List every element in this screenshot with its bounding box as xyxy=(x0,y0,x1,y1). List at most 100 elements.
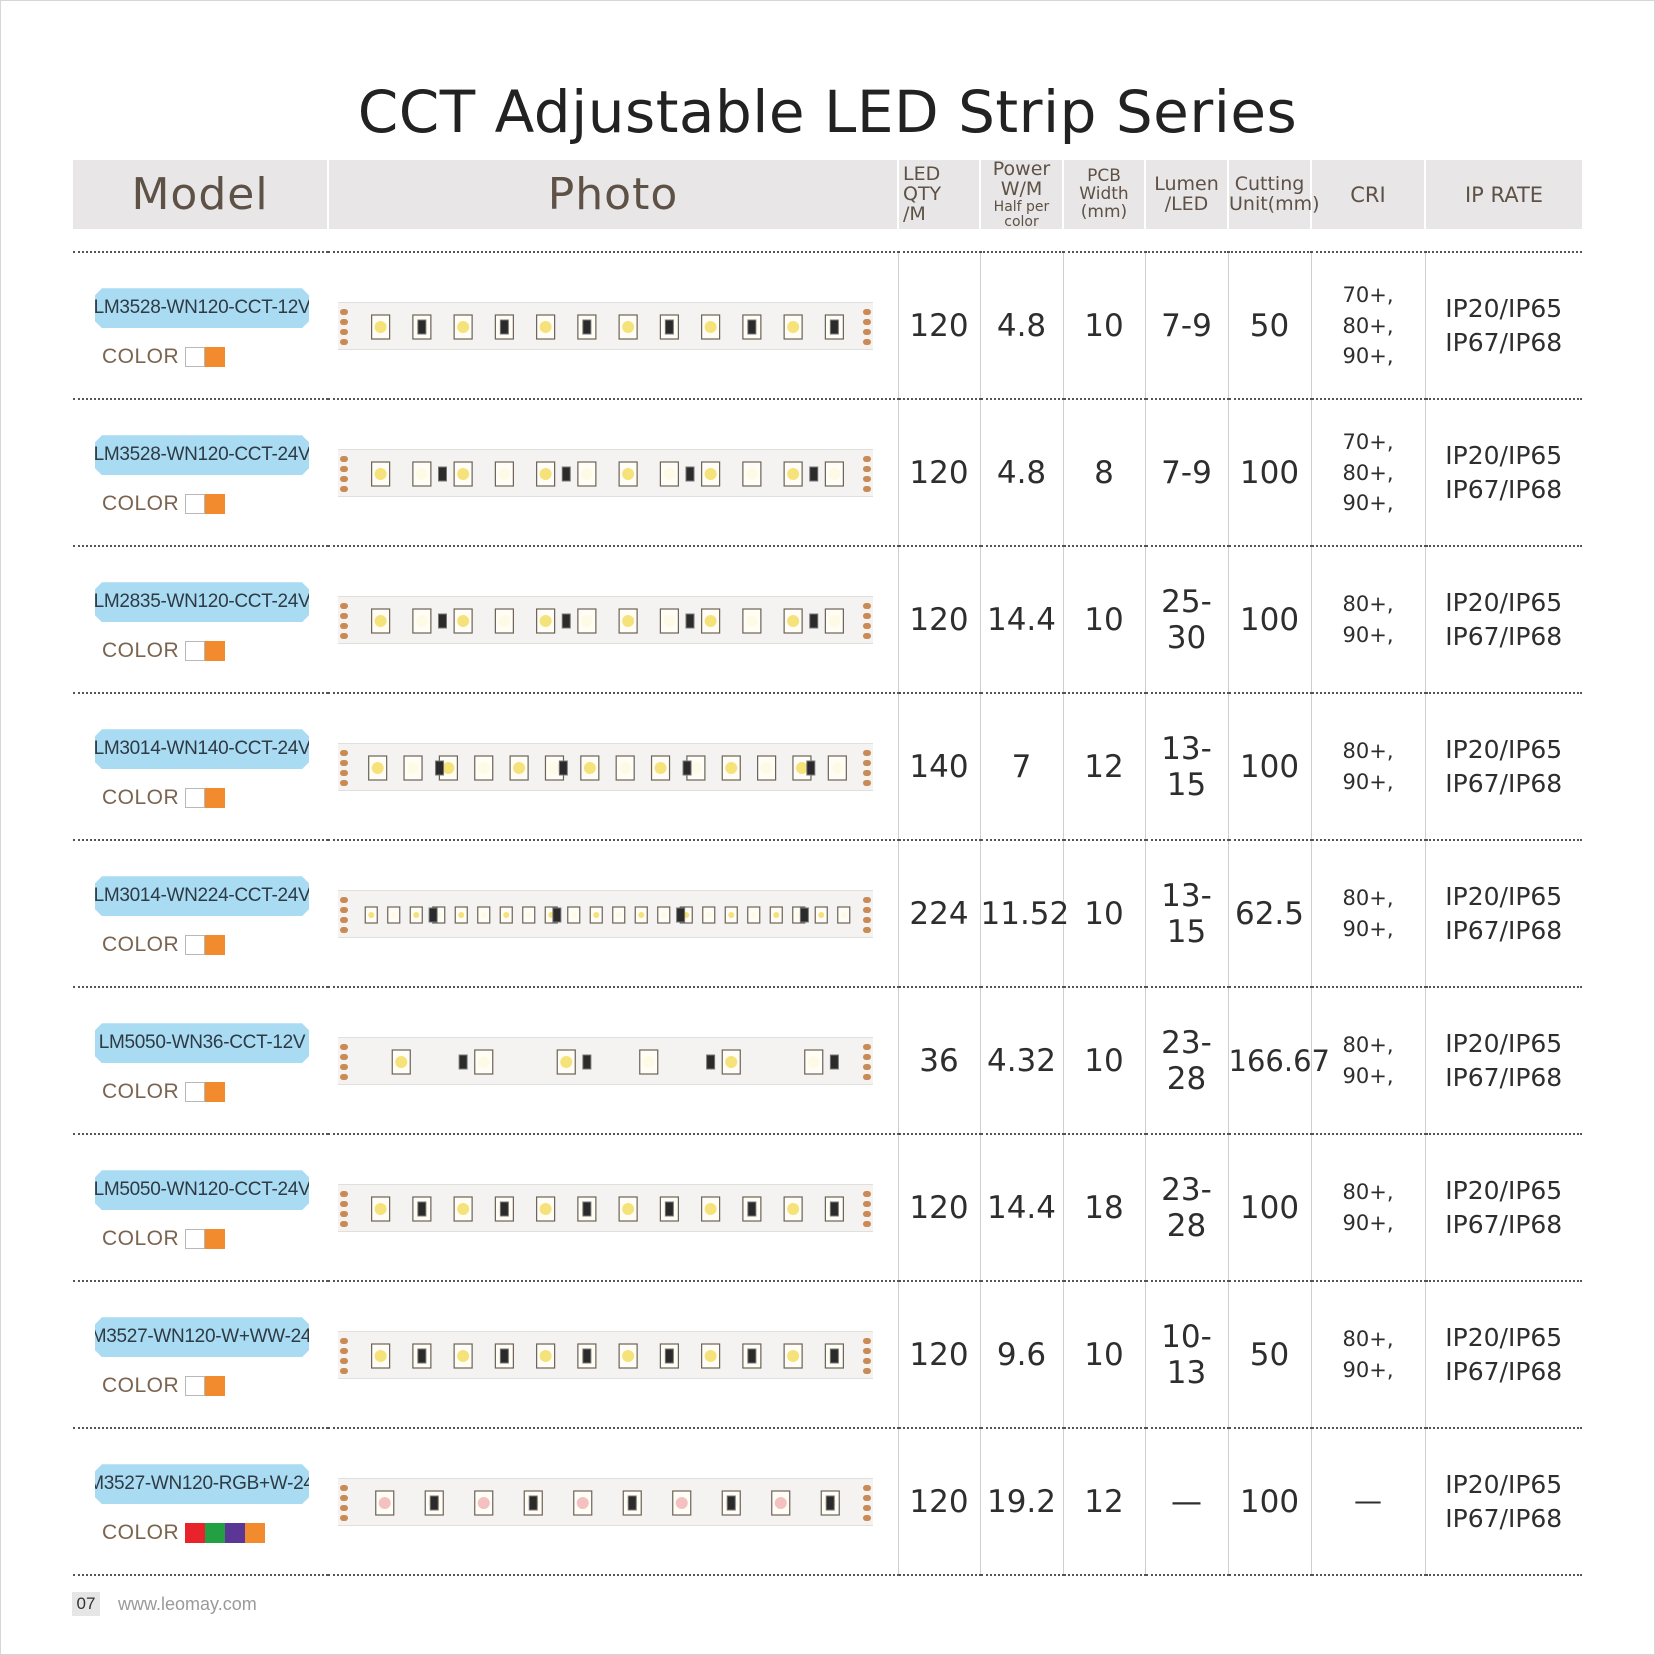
led-qty-value: 140 xyxy=(897,693,980,842)
led-strip-photo xyxy=(338,1037,873,1086)
ip-rate-line: IP67/IP68 xyxy=(1445,1062,1563,1092)
color-swatch xyxy=(205,788,226,809)
led-strip-photo xyxy=(338,302,873,351)
power-value: 4.32 xyxy=(979,987,1063,1136)
header-cri: CRI xyxy=(1311,160,1426,230)
cri-line: 90+, xyxy=(1342,622,1394,647)
header-lumen: Lumen/LED xyxy=(1145,160,1229,230)
header-model: Model xyxy=(73,160,329,230)
color-swatch xyxy=(185,347,206,368)
color-swatch xyxy=(185,1376,206,1397)
led-qty-value: 120 xyxy=(897,1134,980,1283)
color-swatch xyxy=(185,1229,206,1250)
model-tag: LM5050-WN120-CCT-24V xyxy=(95,1170,309,1211)
pcb-width-value: 10 xyxy=(1062,1281,1145,1430)
cri-value: 80+, 90+, xyxy=(1310,1134,1425,1283)
model-cell: LM3527-WN120-RGB+W-24V COLOR xyxy=(73,1428,328,1577)
led-strip-photo xyxy=(338,890,873,939)
cri-line: — xyxy=(1354,1484,1382,1518)
cri-value: 80+, 90+, xyxy=(1310,1281,1425,1430)
led-qty-value: 36 xyxy=(897,987,980,1136)
led-strip-photo xyxy=(338,1478,873,1527)
color-swatch xyxy=(185,935,206,956)
model-tag: LM3527-WN120-W+WW-24V xyxy=(95,1317,309,1358)
photo-cell xyxy=(328,1134,898,1283)
model-tag: LM3014-WN140-CCT-24V xyxy=(95,729,309,770)
cri-line: 90+, xyxy=(1342,1063,1394,1088)
ip-rate-value: IP20/IP65 IP67/IP68 xyxy=(1424,252,1582,401)
cri-line: 90+, xyxy=(1342,1210,1394,1235)
model-tag: LM5050-WN36-CCT-12V xyxy=(95,1023,309,1064)
cri-line: 70+, xyxy=(1342,430,1394,455)
power-value: 4.8 xyxy=(979,399,1063,548)
lumen-value: 25-30 xyxy=(1144,546,1228,695)
ip-rate-line: IP67/IP68 xyxy=(1445,1356,1563,1386)
led-qty-value: 224 xyxy=(897,840,980,989)
model-cell: LM3014-WN140-CCT-24V COLOR xyxy=(73,693,328,842)
ip-rate-line: IP20/IP65 xyxy=(1445,1029,1563,1058)
color-label: COLOR xyxy=(102,345,180,369)
model-tag: LM3528-WN120-CCT-24V xyxy=(95,435,309,476)
model-cell: LM3014-WN224-CCT-24V COLOR xyxy=(73,840,328,989)
photo-cell xyxy=(328,252,898,401)
photo-cell xyxy=(328,840,898,989)
model-tag: LM3528-WN120-CCT-12V xyxy=(95,288,309,329)
ip-rate-line: IP67/IP68 xyxy=(1445,915,1563,945)
table-row: LM5050-WN36-CCT-12V COLOR 36 4.32 10 23-28 166… xyxy=(73,987,1582,1136)
led-strip-photo xyxy=(338,743,873,792)
ip-rate-value: IP20/IP65 IP67/IP68 xyxy=(1424,693,1582,842)
color-swatch xyxy=(185,641,206,662)
pcb-width-value: 10 xyxy=(1062,252,1145,401)
color-options: COLOR xyxy=(102,786,226,810)
header-power: Power W/M Half per color xyxy=(980,159,1064,230)
table-row: LM3527-WN120-W+WW-24V COLOR 120 9.6 10 10-13 5… xyxy=(73,1281,1582,1430)
cutting-unit-value: 100 xyxy=(1227,399,1311,548)
ip-rate-line: IP67/IP68 xyxy=(1445,1503,1563,1533)
ip-rate-line: IP20/IP65 xyxy=(1445,294,1563,323)
color-options: COLOR xyxy=(102,933,226,957)
cri-line: 80+, xyxy=(1342,739,1394,764)
pcb-width-value: 10 xyxy=(1062,987,1145,1136)
cutting-unit-value: 62.5 xyxy=(1227,840,1311,989)
ip-rate-value: IP20/IP65 IP67/IP68 xyxy=(1424,399,1582,548)
color-swatch xyxy=(205,1229,226,1250)
photo-cell xyxy=(328,987,898,1136)
color-swatch xyxy=(205,935,226,956)
photo-cell xyxy=(328,1281,898,1430)
power-value: 14.4 xyxy=(979,546,1063,695)
lumen-value: 23-28 xyxy=(1144,1134,1228,1283)
color-options: COLOR xyxy=(102,639,226,663)
ip-rate-line: IP67/IP68 xyxy=(1445,621,1563,651)
model-cell: LM5050-WN36-CCT-12V COLOR xyxy=(73,987,328,1136)
lumen-value: 13-15 xyxy=(1144,840,1228,989)
lumen-value: 13-15 xyxy=(1144,693,1228,842)
ip-rate-line: IP67/IP68 xyxy=(1445,768,1563,798)
ip-rate-line: IP20/IP65 xyxy=(1445,1176,1563,1205)
power-value: 14.4 xyxy=(979,1134,1063,1283)
cri-value: 80+, 90+, xyxy=(1310,693,1425,842)
led-strip-photo xyxy=(338,1331,873,1380)
pcb-width-value: 12 xyxy=(1062,693,1145,842)
table-row: LM2835-WN120-CCT-24V COLOR 120 14.4 10 25-30 1… xyxy=(73,546,1582,695)
lumen-value: 7-9 xyxy=(1144,399,1228,548)
led-qty-value: 120 xyxy=(897,399,980,548)
header-cutting: Cutting Unit(mm) xyxy=(1228,160,1320,230)
model-tag: LM2835-WN120-CCT-24V xyxy=(95,582,309,623)
power-value: 4.8 xyxy=(979,252,1063,401)
ip-rate-line: IP20/IP65 xyxy=(1445,588,1563,617)
page-number: 07 xyxy=(72,1592,100,1616)
ip-rate-line: IP20/IP65 xyxy=(1445,1323,1563,1352)
color-swatch xyxy=(205,1082,226,1103)
color-label: COLOR xyxy=(102,786,180,810)
page-title: CCT Adjustable LED Strip Series xyxy=(357,78,1298,146)
header-ip-rate: IP RATE xyxy=(1425,160,1582,230)
header-row: Model Photo LED QTY/M Power W/M Half per c… xyxy=(73,159,1582,230)
cri-line: 80+, xyxy=(1342,592,1394,617)
ip-rate-value: IP20/IP65 IP67/IP68 xyxy=(1424,840,1582,989)
cri-line: 90+, xyxy=(1342,769,1394,794)
led-qty-value: 120 xyxy=(897,252,980,401)
led-qty-value: 120 xyxy=(897,1428,980,1577)
photo-cell xyxy=(328,693,898,842)
cri-line: 90+, xyxy=(1342,343,1394,368)
color-swatch xyxy=(185,1523,206,1544)
